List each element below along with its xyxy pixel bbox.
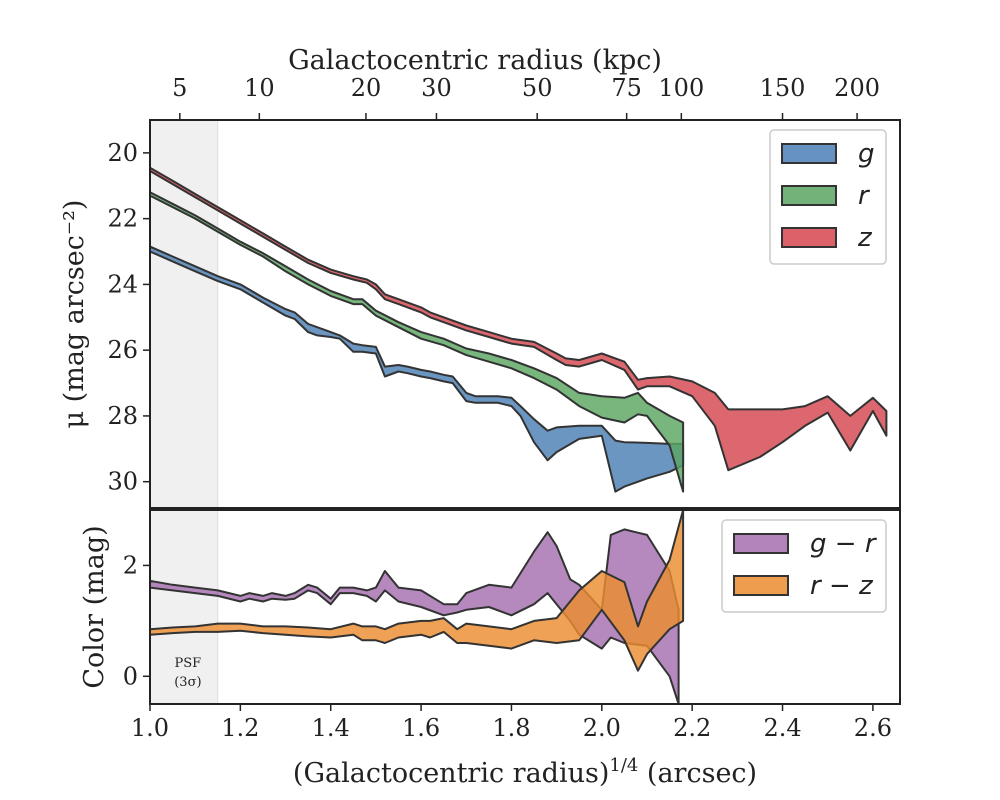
xtick-label-2.2: 2.2 <box>673 714 711 742</box>
legend-swatch-surface-brightness-0 <box>781 143 837 164</box>
legend-label-color-1: r − z <box>810 571 874 601</box>
ytick-label-surface-brightness-28: 28 <box>107 402 138 430</box>
psf-shaded-region <box>149 509 219 705</box>
ylabel-color: Color (mag) <box>79 525 110 688</box>
legend-swatch-surface-brightness-1 <box>781 185 837 206</box>
ylabel-surface-brightness: μ (mag arcsec⁻²) <box>59 200 90 429</box>
xtick-label-2.0: 2.0 <box>583 714 621 742</box>
ytick-label-surface-brightness-30: 30 <box>107 468 138 496</box>
xlabel-main: (Galactocentric radius) <box>293 758 609 789</box>
ytick-label-color-0: 0 <box>123 662 138 690</box>
band-surface-brightness-0 <box>150 245 685 493</box>
xtick-label-2.6: 2.6 <box>854 714 892 742</box>
top-tick-label-10: 10 <box>244 74 275 102</box>
top-tick-label-5: 5 <box>172 74 187 102</box>
legend-label-surface-brightness-1: r <box>858 181 871 211</box>
legend-label-color-0: g − r <box>810 529 878 559</box>
ytick-label-surface-brightness-22: 22 <box>107 205 138 233</box>
legend-swatch-color-1 <box>733 575 789 596</box>
top-tick-label-150: 150 <box>760 74 806 102</box>
band-color-0 <box>150 528 680 704</box>
top-tick-label-75: 75 <box>611 74 642 102</box>
xlabel-unit: (arcsec) <box>638 758 757 789</box>
xtick-label-1.8: 1.8 <box>492 714 530 742</box>
xlabel-superscript: 1/4 <box>609 755 638 776</box>
psf-label-sigma: (3σ) <box>174 675 201 690</box>
top-tick-label-30: 30 <box>421 74 452 102</box>
legend-label-surface-brightness-2: z <box>857 223 873 253</box>
band-color-1 <box>150 510 685 672</box>
xlabel: (Galactocentric radius)1/4 (arcsec) <box>293 755 757 789</box>
panel-surface-brightness-plot-area <box>150 166 888 493</box>
legend-label-surface-brightness-0: g <box>858 139 875 169</box>
ytick-label-surface-brightness-26: 26 <box>107 336 138 364</box>
legend-swatch-surface-brightness-2 <box>781 227 837 248</box>
top-tick-label-100: 100 <box>658 74 704 102</box>
xtick-label-1.4: 1.4 <box>312 714 350 742</box>
xtick-label-1.6: 1.6 <box>402 714 440 742</box>
xtick-label-1.2: 1.2 <box>221 714 259 742</box>
panel-surface-brightness-frame <box>149 119 901 509</box>
ytick-label-color-2: 2 <box>123 551 138 579</box>
psf-shaded-region <box>149 119 219 509</box>
panel-color-frame <box>149 509 901 705</box>
xtick-label-2.4: 2.4 <box>763 714 801 742</box>
ytick-label-surface-brightness-24: 24 <box>107 270 138 298</box>
legend-surface-brightness: grz <box>769 129 887 265</box>
top-tick-label-50: 50 <box>522 74 553 102</box>
legend-color: g − r r − z <box>721 519 887 613</box>
top-tick-label-200: 200 <box>834 74 880 102</box>
psf-label: PSF <box>175 656 202 671</box>
legend-swatch-color-0 <box>733 533 789 554</box>
band-surface-brightness-1 <box>150 191 685 493</box>
xtick-label-1.0: 1.0 <box>131 714 169 742</box>
band-surface-brightness-2 <box>150 166 888 472</box>
top-axis-label: Galactocentric radius (kpc) <box>288 45 662 76</box>
panel-color-plot-area <box>150 510 685 704</box>
top-tick-label-20: 20 <box>351 74 382 102</box>
ytick-label-surface-brightness-20: 20 <box>107 139 138 167</box>
